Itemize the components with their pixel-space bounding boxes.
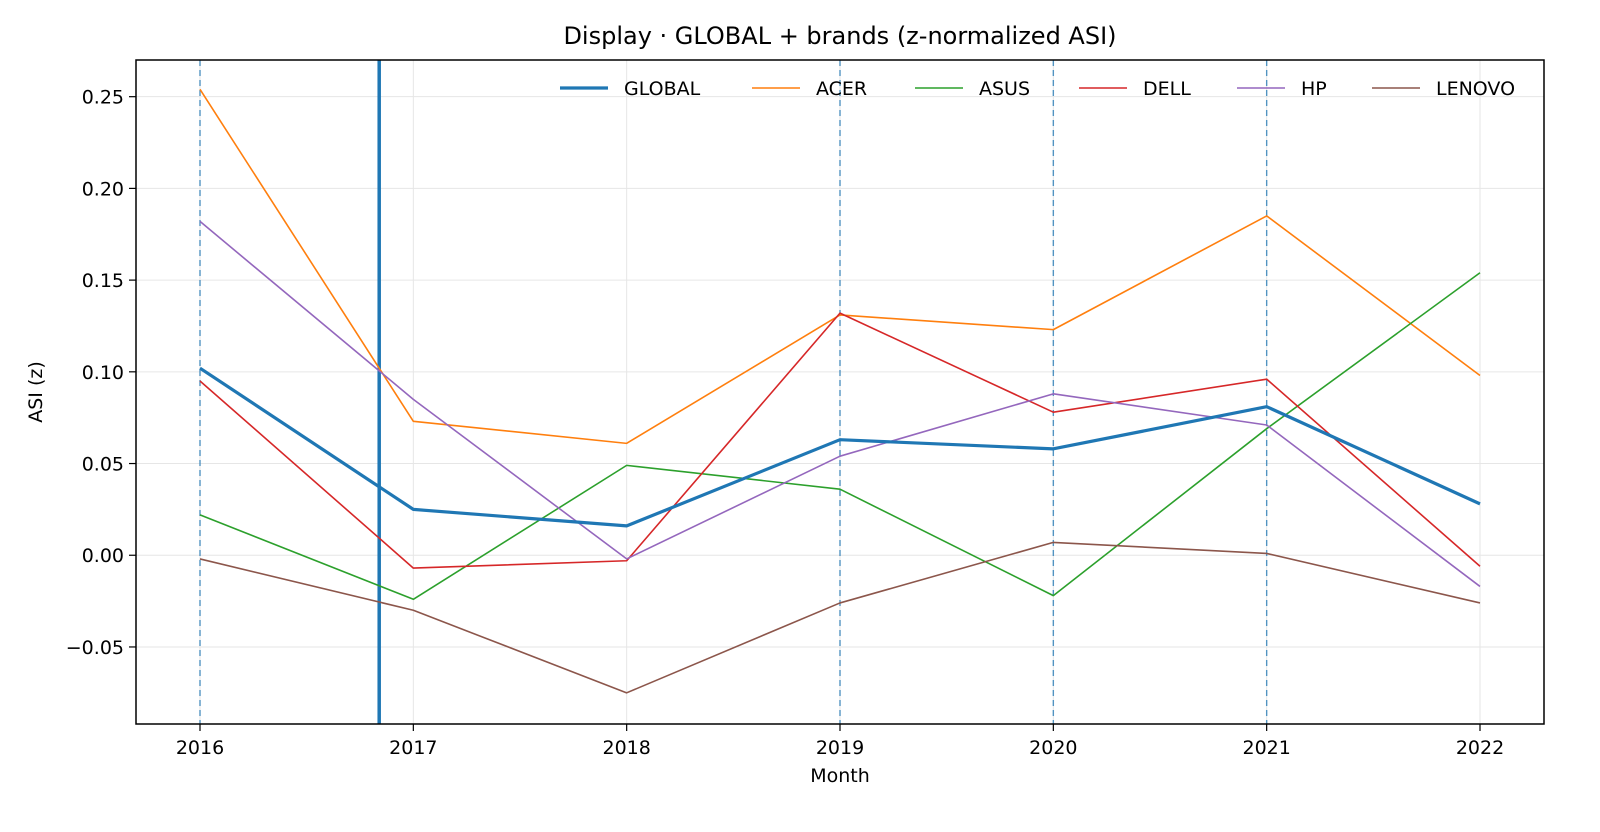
y-axis: −0.05 0.00 0.05 0.10 0.15 0.20 0.25 [66, 87, 136, 659]
y-tick-label: 0.00 [82, 545, 124, 567]
x-tick-label: 2022 [1456, 737, 1504, 759]
x-axis: 2016 2017 2018 2019 2020 2021 2022 [176, 724, 1504, 759]
series-line-asus [199, 272, 1481, 601]
series-line-lenovo [199, 541, 1481, 694]
x-tick-label: 2018 [602, 737, 650, 759]
legend-label-dell: DELL [1143, 78, 1191, 100]
y-tick-label: 0.20 [82, 178, 124, 200]
legend-label-lenovo: LENOVO [1436, 78, 1515, 100]
series-line-acer [199, 88, 1481, 445]
x-tick-label: 2019 [816, 737, 864, 759]
event-lines-layer [199, 60, 1268, 724]
legend-label-hp: HP [1301, 78, 1327, 100]
y-tick-label: 0.15 [82, 270, 124, 292]
x-tick-label: 2021 [1242, 737, 1290, 759]
y-tick-label: 0.10 [82, 362, 124, 384]
y-tick-label: 0.25 [82, 87, 124, 109]
x-tick-label: 2016 [176, 737, 224, 759]
series-line-hp [199, 220, 1481, 588]
legend-label-acer: ACER [816, 78, 867, 100]
legend: GLOBAL ACER ASUS DELL HP LENOVO [560, 78, 1515, 100]
legend-label-asus: ASUS [979, 78, 1030, 100]
x-tick-label: 2017 [389, 737, 437, 759]
y-tick-label: 0.05 [82, 454, 124, 476]
chart-title: Display · GLOBAL + brands (z-normalized … [563, 22, 1116, 50]
y-axis-label: ASI (z) [25, 361, 47, 423]
series-layer [199, 88, 1481, 694]
legend-label-global: GLOBAL [624, 78, 701, 100]
series-line-global [199, 366, 1481, 528]
x-axis-label: Month [810, 765, 870, 787]
x-tick-label: 2020 [1029, 737, 1077, 759]
series-line-dell [199, 312, 1481, 569]
y-tick-label: −0.05 [66, 637, 124, 659]
